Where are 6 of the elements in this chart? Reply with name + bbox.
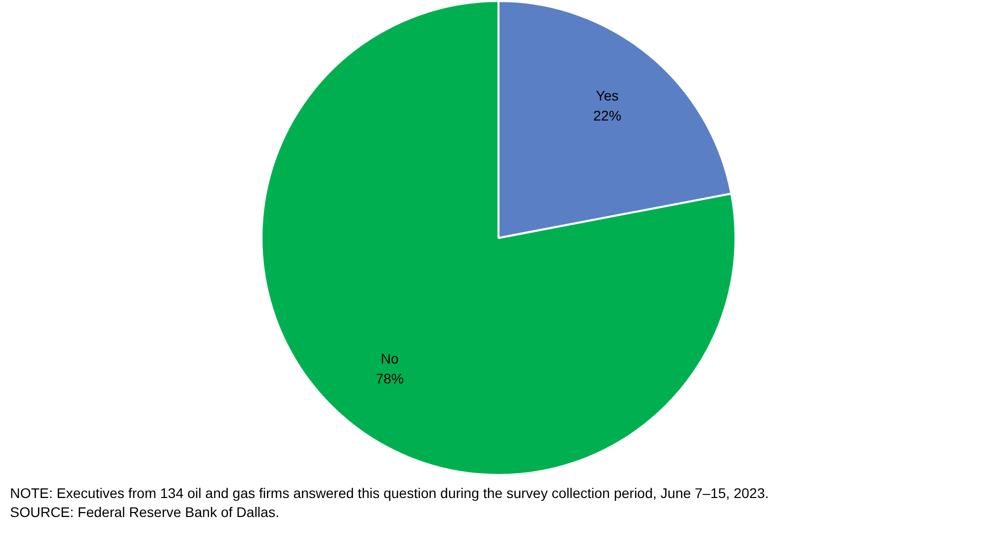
slice-label: Yes [596,87,619,104]
source-note: SOURCE: Federal Reserve Bank of Dallas. [10,503,280,522]
data-label: 78% [376,370,404,386]
text: NOTE: Executives from 134 oil and gas firms answered this question during the survey collection period, June 7–15, 2023. [10,484,769,503]
data-label: 22% [593,107,622,124]
slice-label: No [380,350,399,366]
